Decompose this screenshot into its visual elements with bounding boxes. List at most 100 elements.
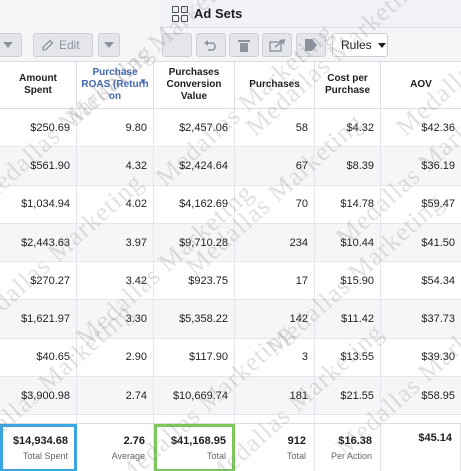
table-row[interactable]: $250.69 9.80 $2,457.06 58 $4.32 $42.36 xyxy=(0,109,461,148)
cell-purchases: 181 xyxy=(235,377,315,415)
tag-icon xyxy=(305,39,317,51)
undo-button[interactable] xyxy=(196,33,226,57)
total-label: Total Spent xyxy=(22,451,68,461)
table-row[interactable]: $561.90 4.32 $2,424.64 67 $8.39 $36.19 xyxy=(0,147,461,186)
cell-purchases: 142 xyxy=(235,300,315,338)
cell-conversion-value: $9,710.28 xyxy=(154,223,235,262)
total-spent-cell: $14,934.68 Total Spent xyxy=(0,424,77,471)
column-header-amount-spent[interactable]: Amount Spent xyxy=(0,62,77,108)
aov-total-cell: $45.14 xyxy=(381,424,461,471)
cell-purchase-roas: 3.30 xyxy=(77,300,154,338)
cell-aov: $36.19 xyxy=(421,159,455,172)
cell-cost-per-purchase: $8.39 xyxy=(315,147,381,185)
rules-label: Rules xyxy=(341,38,372,52)
cell-amount-spent: $561.90 xyxy=(0,147,77,185)
tab-title: Ad Sets xyxy=(194,6,243,21)
column-header-label: Purchase ROAS (Return on xyxy=(81,67,149,102)
cell-amount-spent: $250.69 xyxy=(0,109,77,147)
average-roas-cell: 2.76 Average xyxy=(77,424,154,471)
total-label: Average xyxy=(111,451,145,461)
total-value: $41,168.95 xyxy=(170,435,226,447)
delete-button[interactable] xyxy=(229,33,259,57)
column-header-purchases-conversion-value[interactable]: Purchases Conversion Value xyxy=(154,62,235,108)
caret-down-icon xyxy=(377,42,386,48)
cell-amount-spent: $1,621.97 xyxy=(0,300,77,338)
edit-button[interactable]: Edit xyxy=(33,33,93,57)
sort-arrow-icon: ▼ xyxy=(139,77,147,86)
cell-conversion-value: $2,457.06 xyxy=(154,109,235,147)
duplicate-button[interactable] xyxy=(162,33,192,57)
cell-conversion-value: $5,358.22 xyxy=(154,300,235,338)
cell-aov: $42.36 xyxy=(421,121,455,134)
tab-bar-empty xyxy=(0,0,160,28)
total-value: $16.38 xyxy=(338,435,372,447)
table-row[interactable]: $40.65 2.90 $117.90 3 $13.55 $39.30 xyxy=(0,338,461,378)
cell-purchase-roas: 2.74 xyxy=(77,377,154,415)
tab-ad-sets[interactable]: Ad Sets xyxy=(160,0,461,28)
cell-conversion-value: $10,669.74 xyxy=(154,377,235,415)
cell-amount-spent: $1,034.94 xyxy=(0,185,77,223)
table-row[interactable]: $1,034.94 4.02 $4,162.69 70 $14.78 $59.47 xyxy=(0,185,461,224)
cell-amount-spent: $2,443.63 xyxy=(0,223,77,262)
cell-purchase-roas: 9.80 xyxy=(77,109,154,147)
cell-amount-spent: $40.65 xyxy=(0,338,77,377)
cell-cost-per-purchase: $15.90 xyxy=(315,262,381,300)
cell-purchase-roas: 4.02 xyxy=(77,185,154,223)
totals-row: $14,934.68 Total Spent 2.76 Average $41,… xyxy=(0,423,461,471)
edit-dropdown-button[interactable] xyxy=(98,33,120,57)
cell-cost-per-purchase: $13.55 xyxy=(315,338,381,377)
cell-purchases: 70 xyxy=(235,185,315,223)
total-label: Total xyxy=(286,451,306,461)
column-header-aov[interactable]: AOV xyxy=(410,79,432,90)
cell-purchases: 67 xyxy=(235,147,315,185)
cell-purchases: 3 xyxy=(235,338,315,377)
cell-aov: $41.50 xyxy=(421,236,455,249)
column-header-cost-per-purchase[interactable]: Cost per Purchase xyxy=(315,62,381,108)
total-value: 2.76 xyxy=(123,435,145,447)
cell-aov: $59.47 xyxy=(421,198,455,211)
total-label: Total xyxy=(206,451,226,461)
table-row[interactable]: $1,621.97 3.30 $5,358.22 142 $11.42 $37.73 xyxy=(0,300,461,339)
cell-conversion-value: $2,424.64 xyxy=(154,147,235,185)
rules-dropdown[interactable]: Rules xyxy=(332,33,388,57)
export-button[interactable] xyxy=(262,33,292,57)
table-row[interactable]: $270.27 3.42 $923.75 17 $15.90 $54.34 xyxy=(0,262,461,301)
total-value: $45.14 xyxy=(418,432,452,444)
cell-amount-spent: $270.27 xyxy=(0,262,77,300)
dropdown-button[interactable] xyxy=(0,33,22,57)
cell-cost-per-purchase: $10.44 xyxy=(315,223,381,262)
table-header: Amount Spent Purchase ROAS (Return on ▼ … xyxy=(0,62,461,109)
total-value: 912 xyxy=(287,435,306,447)
total-label: Per Action xyxy=(330,451,372,461)
table-row[interactable]: $3,900.98 2.74 $10,669.74 181 $21.55 $58.95 xyxy=(0,377,461,416)
trash-icon xyxy=(238,39,250,52)
tag-button[interactable] xyxy=(296,33,326,57)
cell-aov: $54.34 xyxy=(421,274,455,287)
cell-purchase-roas: 2.90 xyxy=(77,338,154,377)
cell-cost-per-purchase: $11.42 xyxy=(315,300,381,338)
cell-purchase-roas: 3.97 xyxy=(77,223,154,262)
column-header-purchases[interactable]: Purchases xyxy=(235,62,315,108)
cell-conversion-value: $4,162.69 xyxy=(154,185,235,223)
total-conversion-value-cell: $41,168.95 Total xyxy=(154,424,235,471)
cell-cost-per-purchase: $4.32 xyxy=(315,109,381,147)
cell-aov: $37.73 xyxy=(421,313,455,326)
cell-aov: $58.95 xyxy=(421,389,455,402)
column-header-purchase-roas[interactable]: Purchase ROAS (Return on ▼ xyxy=(77,62,154,108)
ad-sets-table: Amount Spent Purchase ROAS (Return on ▼ … xyxy=(0,62,461,454)
cell-purchases: 17 xyxy=(235,262,315,300)
edit-button-label: Edit xyxy=(59,38,80,52)
cell-conversion-value: $117.90 xyxy=(154,338,235,377)
cell-conversion-value: $923.75 xyxy=(154,262,235,300)
total-value: $14,934.68 xyxy=(12,435,68,447)
total-purchases-cell: 912 Total xyxy=(235,424,315,471)
table-row[interactable]: $2,443.63 3.97 $9,710.28 234 $10.44 $41.50 xyxy=(0,223,461,263)
cell-cost-per-purchase: $21.55 xyxy=(315,377,381,415)
cost-per-purchase-total-cell: $16.38 Per Action xyxy=(315,424,381,471)
toolbar: Edit Rules xyxy=(0,28,461,62)
cell-amount-spent: $3,900.98 xyxy=(0,377,77,415)
tab-bar: Ad Sets xyxy=(0,0,461,28)
cell-purchases: 58 xyxy=(235,109,315,147)
cell-purchase-roas: 4.32 xyxy=(77,147,154,185)
